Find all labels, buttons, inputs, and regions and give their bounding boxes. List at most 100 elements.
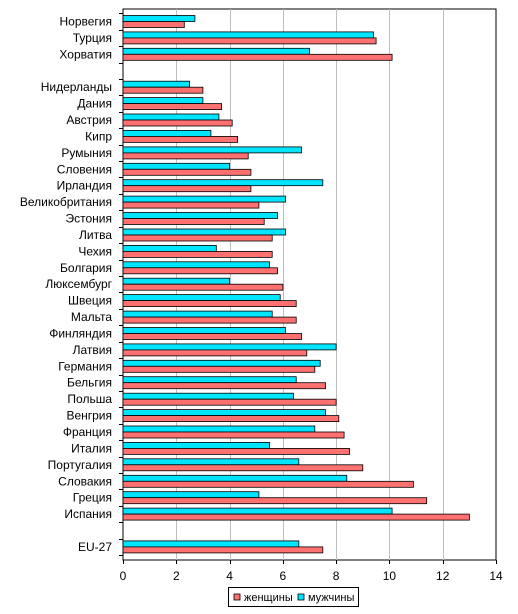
bar-women <box>122 431 345 439</box>
bar-men <box>122 162 230 170</box>
bar-men <box>122 97 204 104</box>
x-tick-label: 2 <box>173 569 180 583</box>
category-label: Великобритания <box>20 195 112 209</box>
bar-women <box>122 152 249 160</box>
bar-men <box>122 425 316 433</box>
category-label: Польша <box>67 392 112 406</box>
bar-men <box>122 540 300 548</box>
bar-women <box>122 349 308 357</box>
bar-men <box>122 179 324 187</box>
bar-women <box>122 53 393 61</box>
bar-women <box>122 382 326 390</box>
bar-women <box>122 21 185 28</box>
bar-men <box>122 244 217 252</box>
category-label: Ирландия <box>57 179 112 193</box>
x-tick-label: 14 <box>489 569 503 583</box>
category-label: Германия <box>58 359 112 373</box>
bar-men <box>122 409 326 417</box>
category-label: Нидерланды <box>41 80 112 94</box>
bar-men <box>122 491 260 499</box>
bar-men <box>122 441 270 449</box>
category-label: Швеция <box>68 294 112 308</box>
category-label: Литва <box>79 228 112 242</box>
bar-men <box>122 343 337 351</box>
bar-women <box>122 513 470 521</box>
category-label: Испания <box>64 507 112 521</box>
legend-swatch-women <box>233 593 241 601</box>
bar-women <box>122 398 337 406</box>
category-label: Болгария <box>60 261 112 275</box>
bar-women <box>122 300 297 308</box>
category-label: Австрия <box>66 113 112 127</box>
bar-men <box>122 507 393 515</box>
category-label: Франция <box>63 425 112 439</box>
bar-men <box>122 228 286 236</box>
x-tick-label: 10 <box>383 569 397 583</box>
legend-label-women: женщины <box>244 592 293 604</box>
bar-men <box>122 310 273 318</box>
category-label: Норвегия <box>59 15 112 29</box>
bar-women <box>122 185 252 193</box>
bar-women <box>122 201 260 209</box>
category-label: Кипр <box>85 129 112 143</box>
bar-women <box>122 283 284 291</box>
bar-women <box>122 316 297 324</box>
category-label: Словакия <box>58 474 112 488</box>
bar-women <box>122 135 238 143</box>
bar-women <box>122 480 414 488</box>
bar-women <box>122 546 324 554</box>
category-label: EU-27 <box>78 540 112 554</box>
bar-women <box>122 267 278 275</box>
bar-women <box>122 250 273 258</box>
bar-men <box>122 113 220 121</box>
bar-men <box>122 474 348 482</box>
category-label: Финляндия <box>49 326 112 340</box>
category-label: Хорватия <box>59 47 112 61</box>
bar-women <box>122 365 316 373</box>
category-label: Дания <box>77 97 112 111</box>
bar-men <box>122 129 212 137</box>
category-label: Эстония <box>66 212 113 226</box>
x-tick-label: 6 <box>280 569 287 583</box>
category-label: Венгрия <box>66 409 112 423</box>
category-label: Румыния <box>61 146 112 160</box>
category-label: Греция <box>73 491 112 505</box>
bar-women <box>122 37 377 45</box>
category-label: Турция <box>73 31 112 45</box>
x-tick-label: 4 <box>226 569 233 583</box>
bar-women <box>122 497 428 505</box>
bar-men <box>122 15 196 22</box>
bar-women <box>122 86 204 94</box>
bar-men <box>122 261 270 269</box>
x-tick-label: 12 <box>436 569 450 583</box>
bar-men <box>122 359 321 367</box>
category-label: Чехия <box>78 244 112 258</box>
bar-men <box>122 212 278 219</box>
bar-women <box>122 218 265 225</box>
legend-box <box>228 587 359 607</box>
bar-women <box>122 447 350 455</box>
bar-men <box>122 327 286 334</box>
category-label: Бельгия <box>67 376 112 390</box>
bar-men <box>122 458 300 466</box>
bar-men <box>122 277 230 285</box>
bar-men <box>122 80 190 88</box>
bar-men <box>122 31 374 39</box>
category-label: Словения <box>57 162 112 176</box>
bar-men <box>122 294 281 302</box>
bar-men <box>122 47 310 55</box>
bar-men <box>122 195 286 203</box>
bar-women <box>122 119 233 127</box>
bar-women <box>122 464 364 472</box>
bar-men <box>122 146 302 154</box>
category-label: Италия <box>71 441 112 455</box>
bar-women <box>122 415 340 423</box>
x-tick-label: 8 <box>333 569 340 583</box>
bar-women <box>122 168 252 176</box>
bar-men <box>122 392 294 400</box>
bar-men <box>122 376 297 384</box>
category-label: Мальта <box>71 310 112 324</box>
category-label: Латвия <box>73 343 112 357</box>
category-label: Португалия <box>48 458 112 472</box>
